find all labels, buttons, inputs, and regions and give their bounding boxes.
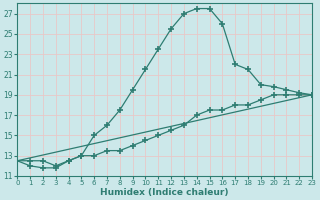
X-axis label: Humidex (Indice chaleur): Humidex (Indice chaleur) — [100, 188, 229, 197]
